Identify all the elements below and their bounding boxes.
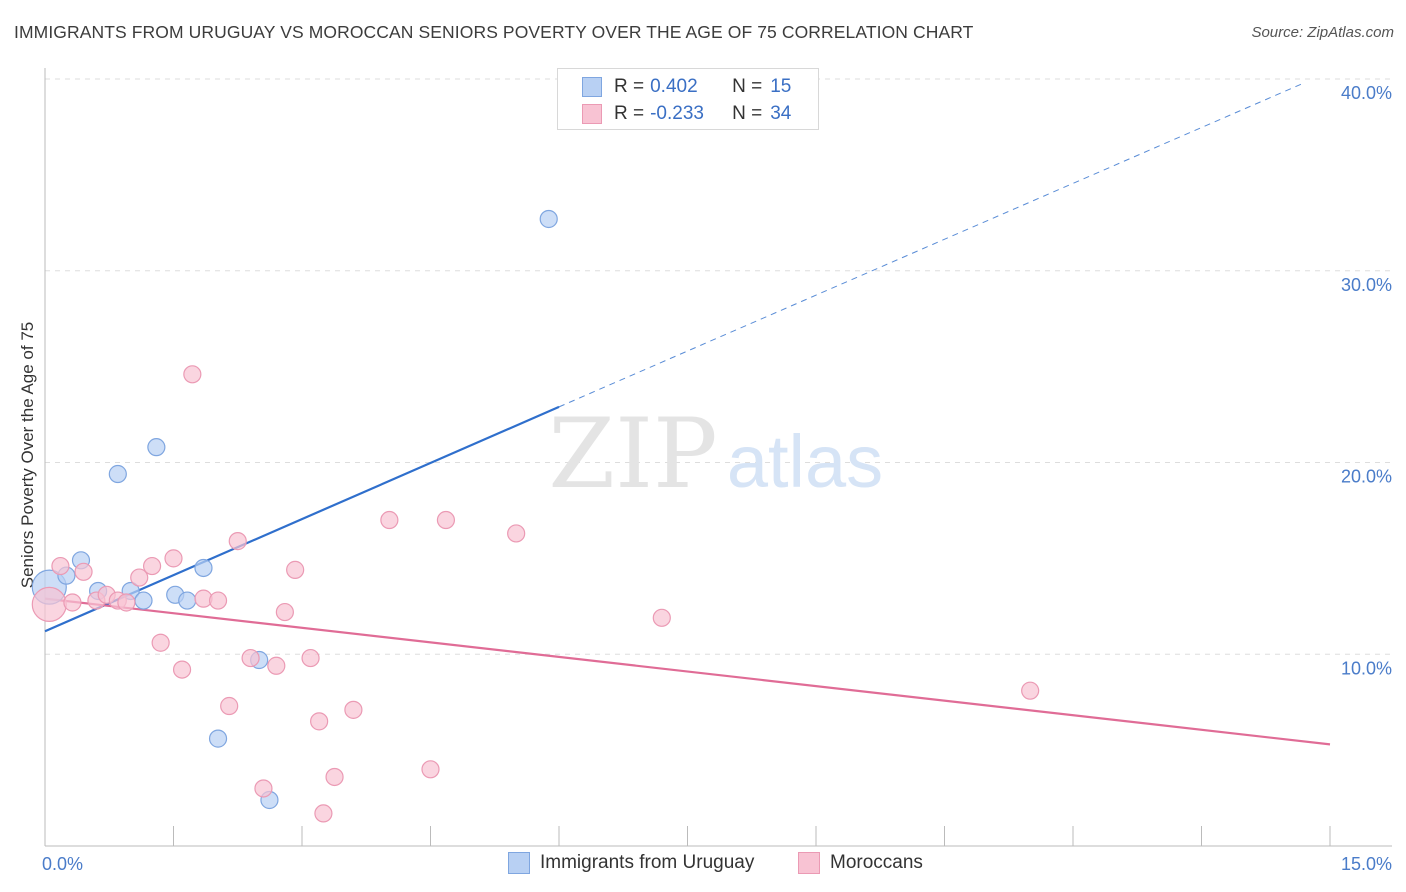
legend-swatch-blue (508, 852, 530, 874)
legend-swatch-pink (798, 852, 820, 874)
moroccan-point (652, 608, 671, 627)
y-tick-label: 20.0% (1341, 467, 1392, 487)
moroccan-point (267, 656, 286, 675)
source-label: Source: ZipAtlas.com (1251, 24, 1394, 41)
uruguay-point (134, 591, 153, 610)
moroccan-point (74, 562, 93, 581)
moroccan-point (344, 700, 363, 719)
moroccan-point (507, 524, 526, 543)
moroccan-point (51, 556, 70, 576)
moroccan-point (164, 549, 183, 568)
legend-row-moroccans: R = -0.233 N = 34 (582, 101, 791, 127)
moroccan-point (151, 633, 170, 652)
legend-n-label: N = (732, 103, 763, 124)
watermark-zip: ZIP (548, 398, 717, 510)
y-tick-label: 40.0% (1341, 83, 1392, 103)
moroccan-point (130, 568, 149, 587)
moroccan-point (310, 712, 329, 731)
correlation-legend: R = 0.402 N = 15 R = -0.233 N = 34 (557, 68, 819, 130)
legend-swatch-blue (582, 77, 602, 97)
uruguay-point (208, 729, 228, 748)
data-points (31, 209, 1040, 823)
legend-n-value: 34 (770, 103, 792, 124)
watermark: ZIP atlas (548, 398, 883, 510)
legend-item-label: Moroccans (830, 852, 923, 873)
moroccan-point (172, 660, 192, 679)
uruguay-point (194, 558, 213, 578)
moroccan-point (63, 593, 82, 612)
moroccan-point (380, 510, 399, 530)
moroccan-point (228, 532, 247, 551)
series-legend: Immigrants from Uruguay Moroccans (0, 852, 1406, 878)
axes (44, 68, 1392, 847)
x-tick-label: 0.0% (42, 854, 83, 874)
legend-n-value: 15 (770, 76, 792, 97)
grid-lines (45, 78, 1392, 655)
moroccan-point (1021, 681, 1040, 700)
moroccan-point (301, 648, 320, 668)
legend-row-uruguay: R = 0.402 N = 15 (582, 74, 791, 100)
moroccan-point (117, 593, 136, 612)
watermark-atlas: atlas (727, 420, 883, 503)
moroccan-point (286, 560, 305, 579)
tick-labels: 10.0% 20.0% 30.0% 40.0% 0.0% 15.0% (42, 83, 1392, 874)
uruguay-trend-extension (558, 82, 1305, 408)
legend-r-value: -0.233 (650, 103, 704, 124)
uruguay-point (539, 209, 558, 229)
legend-item-moroccans[interactable]: Moroccans (798, 852, 923, 874)
moroccan-point (275, 602, 294, 622)
moroccan-point (325, 767, 344, 787)
moroccan-trend-line (44, 597, 1331, 746)
moroccan-point (142, 556, 162, 576)
uruguay-point (147, 438, 166, 457)
moroccan-point (183, 365, 202, 384)
chart-title: IMMIGRANTS FROM URUGUAY VS MOROCCAN SENI… (14, 22, 974, 42)
moroccan-point (314, 804, 333, 823)
moroccan-point (220, 696, 239, 716)
moroccan-point (241, 648, 260, 668)
y-tick-label: 10.0% (1341, 658, 1392, 678)
legend-r-value: 0.402 (650, 76, 698, 97)
uruguay-point (178, 591, 197, 610)
moroccan-point (254, 779, 273, 798)
moroccan-point (436, 510, 456, 530)
legend-n-label: N = (732, 76, 763, 97)
legend-item-label: Immigrants from Uruguay (540, 852, 755, 873)
moroccan-point (421, 760, 440, 779)
y-tick-label: 30.0% (1341, 275, 1392, 295)
legend-swatch-pink (582, 104, 602, 124)
x-tick-label: 15.0% (1341, 854, 1392, 874)
uruguay-point (108, 464, 127, 484)
legend-r-label: R = (614, 76, 645, 97)
moroccan-point (31, 586, 67, 622)
legend-r-label: R = (614, 103, 645, 124)
moroccan-point (208, 591, 228, 610)
legend-item-uruguay[interactable]: Immigrants from Uruguay (508, 852, 754, 874)
